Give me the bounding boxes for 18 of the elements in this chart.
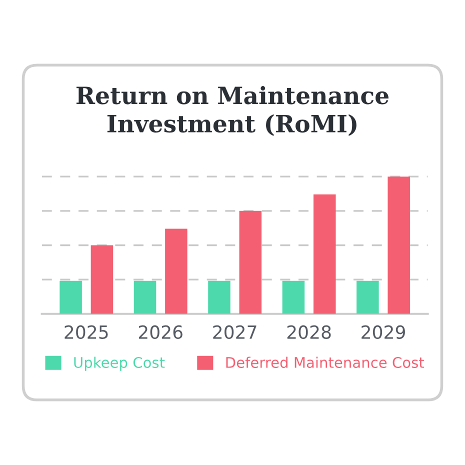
- x-tick-label: 2027: [213, 325, 256, 339]
- bar: [90, 245, 114, 314]
- bar: [314, 194, 336, 314]
- bar: [208, 280, 230, 314]
- bar: [165, 228, 188, 314]
- x-tick-label: 2026: [138, 325, 182, 339]
- bar: [388, 176, 410, 314]
- x-tick-label: 2025: [64, 325, 108, 339]
- chart-title: Return on Maintenance Investment (RoMI): [76, 86, 389, 136]
- bar: [134, 280, 156, 314]
- bar: [356, 280, 379, 314]
- x-tick-label: 2029: [362, 325, 405, 339]
- legend-label: Deferred Maintenance Cost: [226, 356, 424, 368]
- bar: [60, 280, 82, 314]
- bar: [282, 280, 305, 314]
- x-tick-label: 2028: [287, 325, 331, 339]
- bar: [239, 210, 262, 314]
- legend-label: Upkeep Cost: [74, 356, 165, 371]
